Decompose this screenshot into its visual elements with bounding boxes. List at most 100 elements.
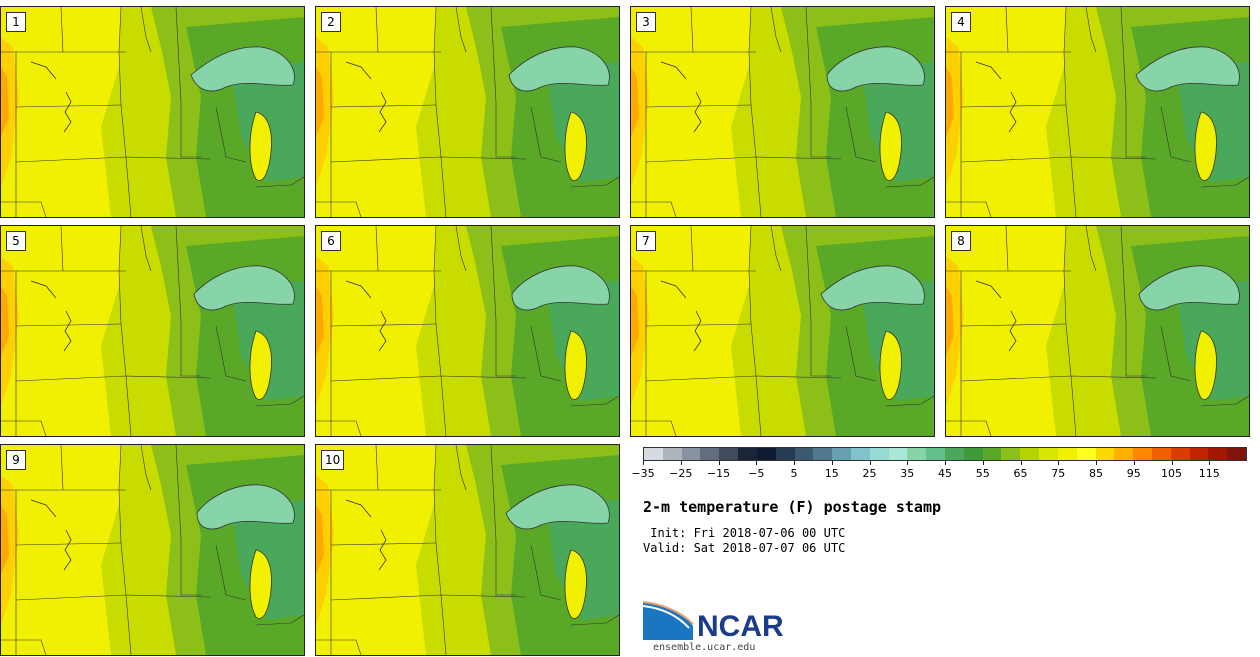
- map-feature: [1063, 7, 1077, 217]
- colorbar-segment: [738, 448, 757, 460]
- colorbar-tick-label: 25: [862, 467, 877, 480]
- map-feature: [645, 104, 752, 108]
- map-feature: [15, 542, 122, 546]
- colorbar-segment: [850, 448, 870, 460]
- colorbar-tick-label: 115: [1198, 467, 1220, 480]
- map-feature: [433, 445, 447, 655]
- colorbar-segment: [756, 448, 776, 460]
- colorbar-tick: [869, 461, 871, 465]
- ncar-logo-text: NCAR: [697, 610, 784, 643]
- map-feature: [30, 61, 57, 80]
- map-feature: [196, 484, 295, 530]
- colorbar-segment: [1189, 448, 1209, 460]
- temperature-map: [631, 7, 934, 217]
- colorbar-tick: [1020, 461, 1022, 465]
- map-feature: [255, 395, 304, 407]
- stamp-label: 2: [321, 12, 341, 32]
- temperature-map: [1, 7, 304, 217]
- map-feature: [631, 226, 751, 436]
- map-feature: [1, 7, 121, 217]
- map-feature: [1, 226, 121, 436]
- postage-stamp-7: 7: [630, 225, 935, 437]
- map-feature: [455, 7, 467, 53]
- temperature-map: [631, 226, 934, 436]
- map-feature: [530, 106, 562, 163]
- map-feature: [530, 544, 562, 601]
- map-feature: [63, 310, 72, 352]
- map-feature: [15, 104, 122, 108]
- map-feature: [175, 7, 201, 158]
- map-feature: [845, 106, 877, 163]
- map-feature: [63, 529, 72, 571]
- colorbar-segment: [1208, 448, 1228, 460]
- colorbar-segment: [907, 448, 927, 460]
- map-feature: [330, 104, 437, 108]
- map-feature: [946, 67, 954, 137]
- postage-stamp-9: 9: [0, 444, 305, 656]
- temperature-map: [946, 226, 1249, 436]
- colorbar-tick: [1209, 461, 1211, 465]
- map-feature: [15, 323, 122, 327]
- postage-stamp-5: 5: [0, 225, 305, 437]
- map-feature: [1, 67, 9, 137]
- colorbar-segment: [1020, 448, 1040, 460]
- map-feature: [946, 201, 992, 217]
- map-feature: [345, 499, 372, 518]
- postage-stamp-3: 3: [630, 6, 935, 218]
- colorbar-segment: [1039, 448, 1058, 460]
- map-feature: [879, 330, 902, 400]
- temperature-map: [316, 445, 619, 655]
- map-feature: [1, 286, 9, 356]
- map-feature: [60, 445, 64, 491]
- colorbar-segment: [982, 448, 1002, 460]
- ncar-logo-icon: [643, 601, 694, 640]
- colorbar-ticks: −35 −25 −15 −5 5 15 25 35 45 55 65 75 85 95 105 115: [631, 461, 1247, 483]
- map-feature: [570, 395, 619, 407]
- map-feature: [118, 7, 132, 217]
- postage-stamp-8: 8: [945, 225, 1250, 437]
- map-feature: [975, 61, 1002, 80]
- map-feature: [748, 7, 762, 217]
- map-feature: [693, 91, 702, 133]
- map-feature: [30, 499, 57, 518]
- map-feature: [693, 310, 702, 352]
- map-feature: [1194, 111, 1217, 181]
- map-feature: [215, 325, 247, 382]
- temperature-map: [1, 445, 304, 655]
- map-feature: [645, 323, 752, 327]
- map-feature: [631, 67, 639, 137]
- map-feature: [1085, 226, 1097, 272]
- map-feature: [946, 420, 992, 436]
- map-feature: [511, 265, 610, 311]
- map-feature: [879, 111, 902, 181]
- map-feature: [316, 67, 324, 137]
- map-feature: [316, 286, 324, 356]
- colorbar-tick: [718, 461, 720, 465]
- colorbar-segment: [775, 448, 795, 460]
- map-feature: [249, 549, 272, 619]
- map-feature: [316, 201, 362, 217]
- map-feature: [1200, 176, 1249, 188]
- map-feature: [845, 325, 877, 382]
- colorbar-tick-label: 65: [1013, 467, 1028, 480]
- colorbar-tick: [756, 461, 758, 465]
- stamp-label: 4: [951, 12, 971, 32]
- stamp-label: 9: [6, 450, 26, 470]
- colorbar-segment: [1057, 448, 1077, 460]
- map-feature: [1160, 106, 1192, 163]
- map-feature: [946, 226, 1066, 436]
- colorbar-segment: [1151, 448, 1171, 460]
- temperature-map: [316, 226, 619, 436]
- colorbar-tick-label: −5: [748, 467, 765, 480]
- map-feature: [215, 544, 247, 601]
- map-feature: [118, 226, 132, 436]
- colorbar-tick: [794, 461, 795, 465]
- postage-stamp-10: 10: [315, 444, 620, 656]
- map-feature: [433, 7, 447, 217]
- map-feature: [770, 226, 782, 272]
- map-feature: [1, 505, 9, 575]
- stamp-label: 1: [6, 12, 26, 32]
- map-feature: [1138, 265, 1240, 311]
- map-feature: [378, 310, 387, 352]
- map-feature: [770, 7, 782, 53]
